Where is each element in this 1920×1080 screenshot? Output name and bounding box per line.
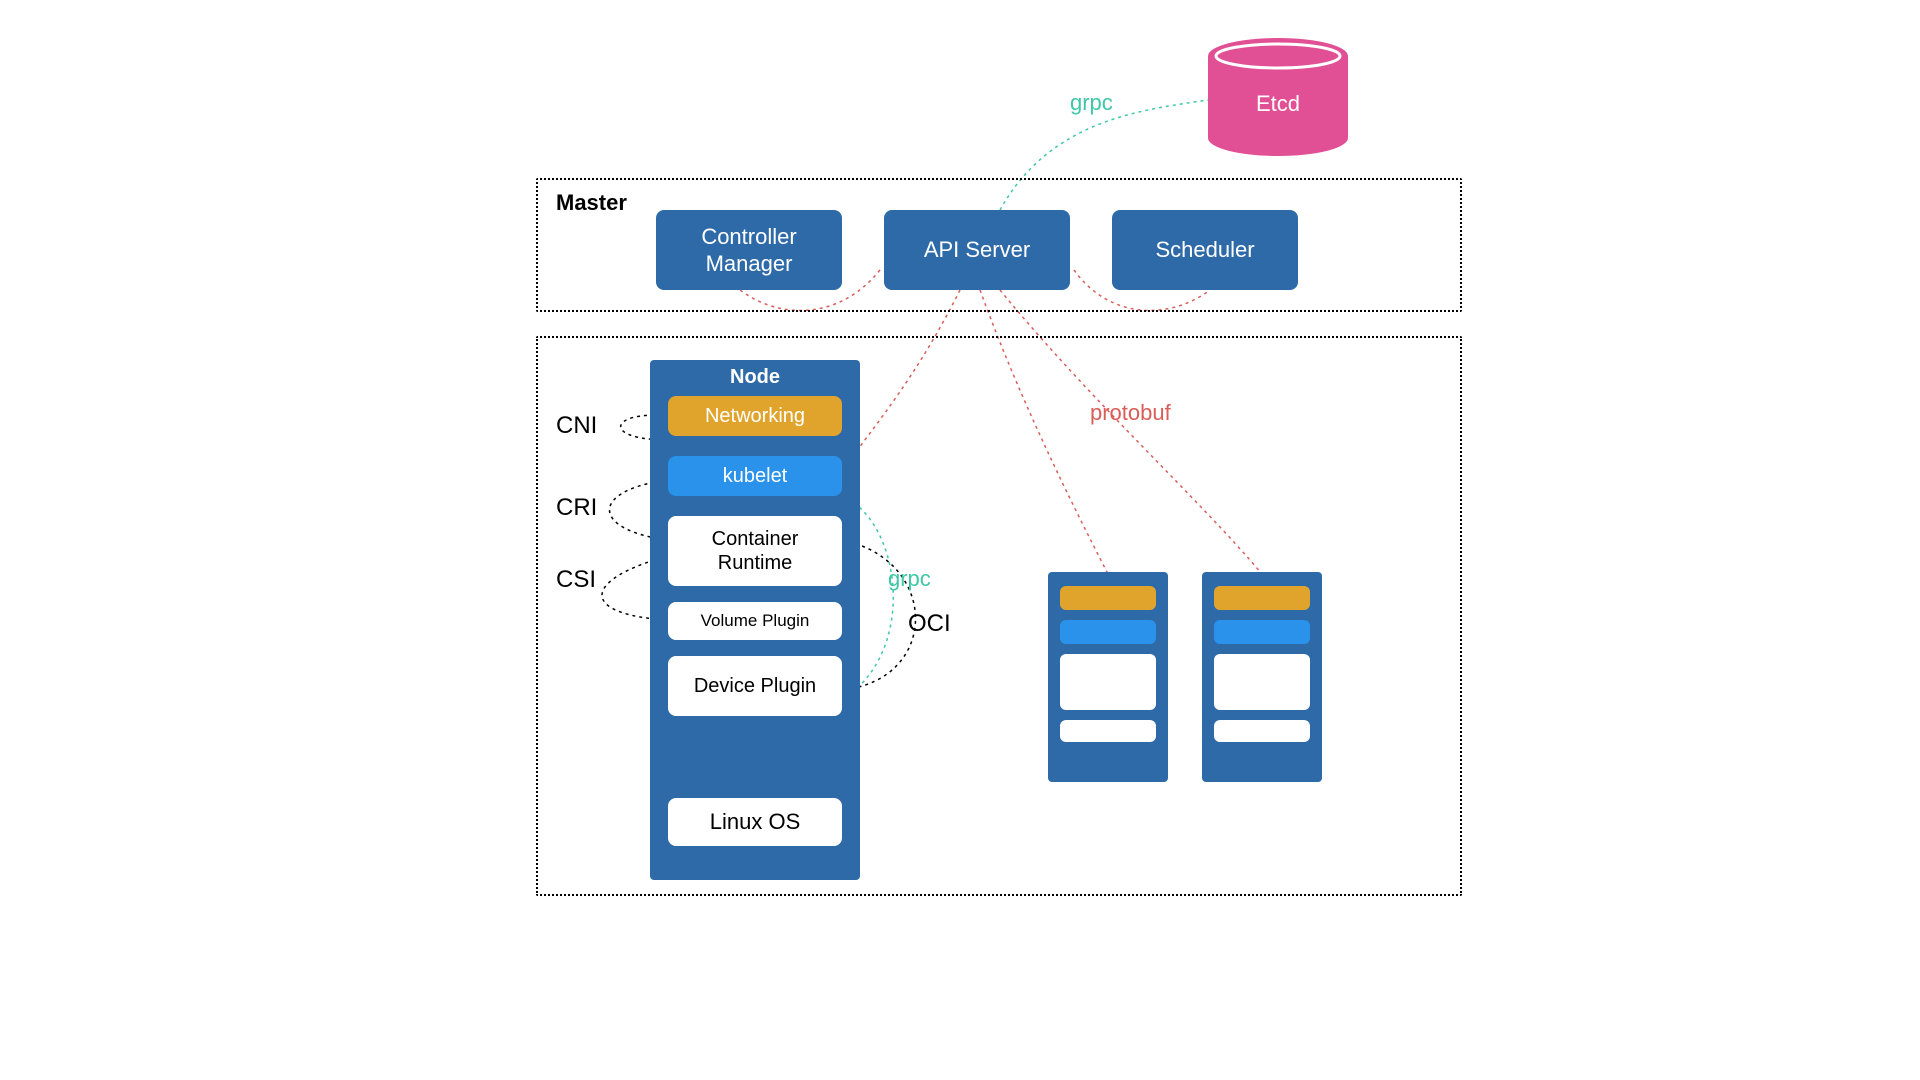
mini-node-slot bbox=[1214, 654, 1310, 710]
edge-label-grpc-top: grpc bbox=[1070, 90, 1113, 116]
mini-node-slot bbox=[1060, 586, 1156, 610]
master-label: Master bbox=[556, 190, 627, 216]
mini-node-1 bbox=[1048, 572, 1168, 782]
interface-label-cri: CRI bbox=[556, 494, 597, 522]
node-title: Node bbox=[650, 366, 860, 389]
mini-node-slot bbox=[1060, 620, 1156, 644]
node-item-networking: Networking bbox=[668, 396, 842, 436]
controller-manager-box: Controller Manager bbox=[656, 210, 842, 290]
diagram-canvas: Etcd Master Controller Manager API Server… bbox=[240, 0, 1680, 960]
mini-node-slot bbox=[1214, 620, 1310, 644]
mini-node-2 bbox=[1202, 572, 1322, 782]
edge-label-grpc-bottom: grpc bbox=[888, 566, 931, 592]
interface-label-cni: CNI bbox=[556, 412, 597, 440]
mini-node-slot bbox=[1214, 720, 1310, 742]
edge-label-protobuf: protobuf bbox=[1090, 400, 1171, 426]
interface-label-oci: OCI bbox=[908, 610, 951, 638]
node-item-container-runtime: Container Runtime bbox=[668, 516, 842, 586]
node-item-volume-plugin: Volume Plugin bbox=[668, 602, 842, 640]
mini-node-slot bbox=[1060, 654, 1156, 710]
etcd-cylinder: Etcd bbox=[1208, 38, 1348, 156]
interface-label-csi: CSI bbox=[556, 566, 596, 594]
node-item-kubelet: kubelet bbox=[668, 456, 842, 496]
mini-node-slot bbox=[1060, 720, 1156, 742]
node-item-device-plugin: Device Plugin bbox=[668, 656, 842, 716]
scheduler-box: Scheduler bbox=[1112, 210, 1298, 290]
api-server-box: API Server bbox=[884, 210, 1070, 290]
mini-node-slot bbox=[1214, 586, 1310, 610]
node-item-linux-os: Linux OS bbox=[668, 798, 842, 846]
etcd-label: Etcd bbox=[1208, 91, 1348, 117]
